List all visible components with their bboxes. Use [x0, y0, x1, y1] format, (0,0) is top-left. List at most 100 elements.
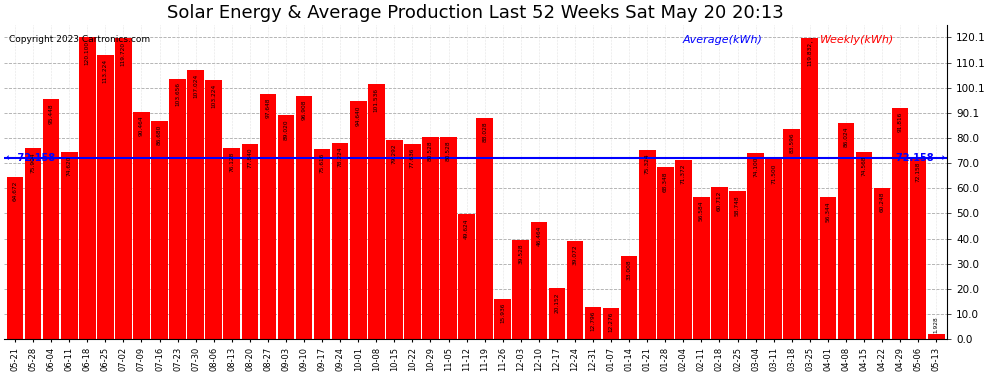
Bar — [585, 307, 601, 339]
Text: 71.500: 71.500 — [771, 163, 776, 184]
Bar — [224, 148, 240, 339]
Text: 103.656: 103.656 — [175, 82, 180, 106]
Text: 79.292: 79.292 — [392, 144, 397, 164]
Text: 74.568: 74.568 — [861, 156, 866, 176]
Bar — [386, 140, 403, 339]
Text: 94.640: 94.640 — [355, 105, 360, 126]
Bar — [296, 96, 312, 339]
Text: 39.072: 39.072 — [572, 244, 577, 265]
Bar — [548, 288, 565, 339]
Bar — [566, 241, 583, 339]
Bar — [205, 80, 222, 339]
Text: 12.796: 12.796 — [590, 310, 596, 331]
Bar — [783, 129, 800, 339]
Text: 46.464: 46.464 — [537, 226, 542, 246]
Bar — [332, 142, 348, 339]
Text: 20.152: 20.152 — [554, 292, 559, 313]
Text: Weekly(kWh): Weekly(kWh) — [820, 34, 894, 45]
Bar — [621, 256, 638, 339]
Text: :: : — [811, 34, 818, 45]
Text: 75.324: 75.324 — [644, 154, 649, 174]
Bar — [151, 122, 168, 339]
Bar — [802, 38, 818, 339]
Text: 60.248: 60.248 — [879, 192, 884, 212]
Bar — [476, 118, 493, 339]
Bar — [441, 137, 456, 339]
Text: 113.224: 113.224 — [103, 58, 108, 82]
Text: 97.648: 97.648 — [265, 98, 270, 118]
Bar — [730, 192, 745, 339]
Bar — [242, 144, 258, 339]
Bar — [874, 188, 890, 339]
Text: 72.158: 72.158 — [916, 162, 921, 182]
Text: 12.276: 12.276 — [609, 312, 614, 332]
Text: 74.100: 74.100 — [753, 157, 758, 177]
Text: 80.528: 80.528 — [428, 141, 433, 161]
Text: 49.624: 49.624 — [464, 218, 469, 238]
Bar — [494, 299, 511, 339]
Bar — [115, 38, 132, 339]
Text: 71.372: 71.372 — [681, 164, 686, 184]
Bar — [838, 123, 854, 339]
Bar — [7, 177, 24, 339]
Bar — [404, 144, 421, 339]
Bar — [910, 158, 927, 339]
Text: 77.636: 77.636 — [410, 148, 415, 168]
Text: 64.672: 64.672 — [13, 180, 18, 201]
Text: 60.712: 60.712 — [717, 190, 722, 211]
Text: 103.224: 103.224 — [211, 84, 216, 108]
Bar — [97, 55, 114, 339]
Text: Average(kWh): Average(kWh) — [683, 34, 763, 45]
Text: 75.904: 75.904 — [31, 152, 36, 173]
Text: 86.680: 86.680 — [157, 125, 162, 146]
Text: 107.024: 107.024 — [193, 74, 198, 98]
Bar — [25, 148, 42, 339]
Text: 95.448: 95.448 — [49, 103, 53, 124]
Bar — [458, 214, 475, 339]
Bar — [603, 308, 620, 339]
Text: 89.020: 89.020 — [283, 119, 288, 140]
Text: 76.128: 76.128 — [230, 152, 235, 172]
Text: 77.840: 77.840 — [248, 147, 252, 168]
Bar — [259, 94, 276, 339]
Bar — [349, 101, 366, 339]
Bar — [43, 99, 59, 339]
Bar — [277, 116, 294, 339]
Bar — [169, 79, 186, 339]
Bar — [513, 240, 529, 339]
Text: 1.928: 1.928 — [934, 316, 939, 333]
Bar — [187, 70, 204, 339]
Text: 90.464: 90.464 — [139, 116, 144, 136]
Bar — [657, 167, 673, 339]
Text: 120.100: 120.100 — [85, 41, 90, 65]
Text: 68.348: 68.348 — [662, 171, 668, 192]
Text: 119.720: 119.720 — [121, 42, 126, 66]
Bar — [855, 152, 872, 339]
Bar — [368, 84, 384, 339]
Text: 15.936: 15.936 — [500, 303, 505, 323]
Text: 56.584: 56.584 — [699, 201, 704, 221]
Text: 86.024: 86.024 — [843, 127, 848, 147]
Bar — [422, 137, 439, 339]
Text: ← 72.158: ← 72.158 — [6, 153, 55, 163]
Text: 96.908: 96.908 — [302, 99, 307, 120]
Text: 39.528: 39.528 — [519, 243, 524, 264]
Bar — [639, 150, 655, 339]
Text: 91.816: 91.816 — [898, 112, 903, 132]
Text: 78.224: 78.224 — [338, 146, 343, 167]
Text: 80.528: 80.528 — [446, 141, 451, 161]
Text: 88.028: 88.028 — [482, 122, 487, 142]
Bar — [133, 112, 149, 339]
Bar — [531, 222, 547, 339]
Text: 75.616: 75.616 — [320, 153, 325, 173]
Bar — [765, 159, 782, 339]
Bar — [928, 334, 944, 339]
Text: 83.596: 83.596 — [789, 133, 794, 153]
Bar — [79, 38, 96, 339]
Bar — [892, 108, 909, 339]
Bar — [820, 198, 837, 339]
Text: 33.008: 33.008 — [627, 260, 632, 280]
Text: 56.344: 56.344 — [826, 201, 831, 222]
Bar — [314, 149, 331, 339]
Bar — [60, 152, 77, 339]
